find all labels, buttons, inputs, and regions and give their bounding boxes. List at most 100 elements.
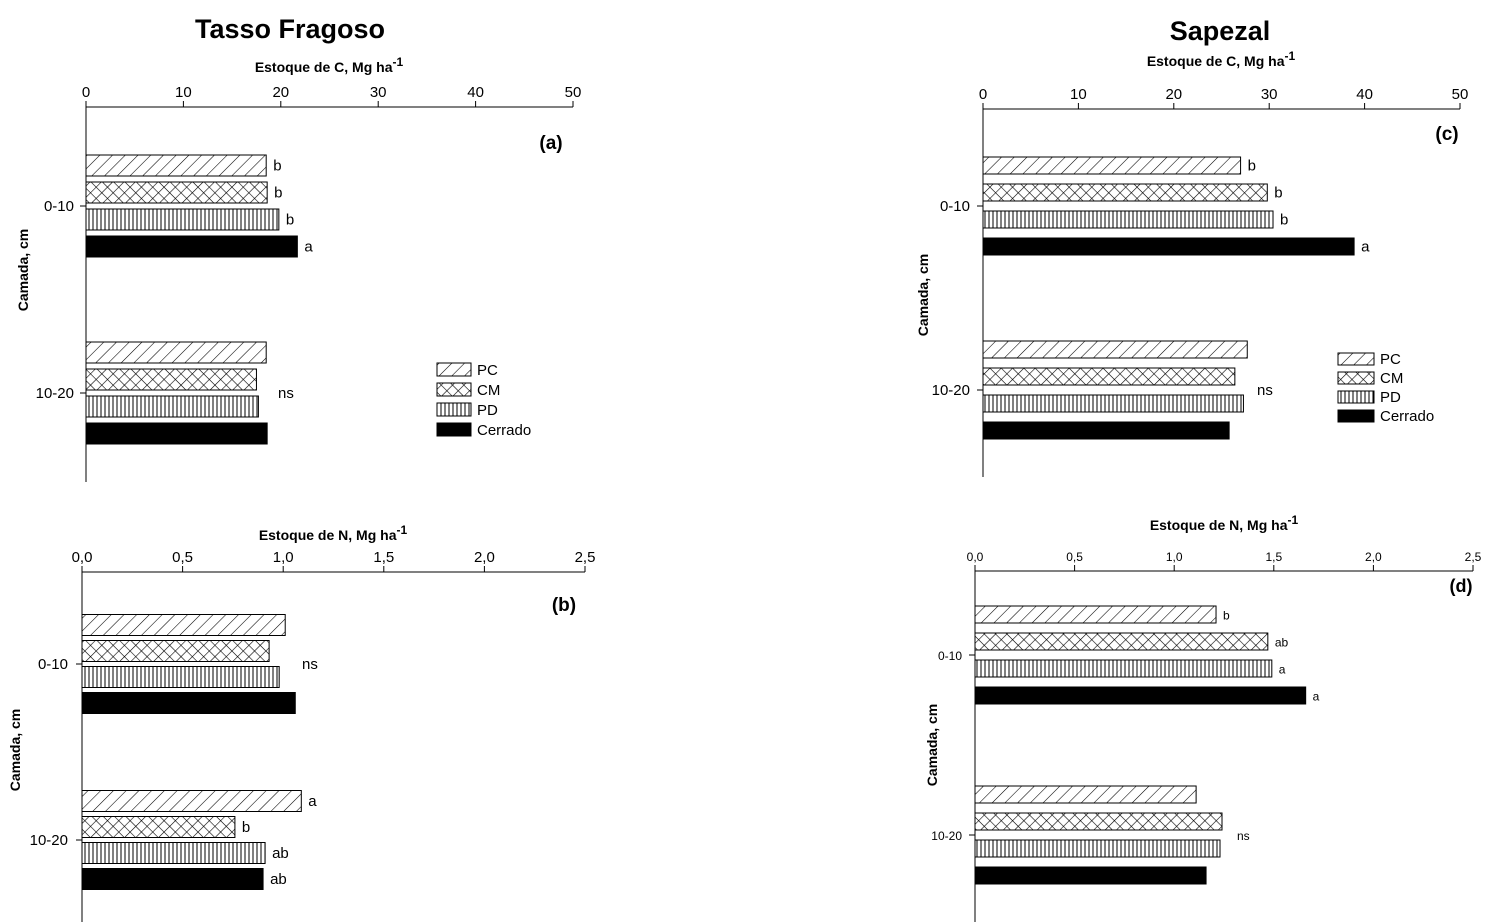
bar-pd-0-10 bbox=[974, 659, 1273, 678]
x-tick-label: 50 bbox=[565, 84, 582, 101]
x-tick-label: 10 bbox=[1070, 86, 1087, 103]
significance-label: a bbox=[1313, 690, 1320, 704]
y-category-label: 0-10 bbox=[938, 649, 962, 663]
significance-label: a bbox=[308, 793, 317, 810]
legend-label-pc: PC bbox=[477, 362, 498, 379]
bar-pc-10-20 bbox=[982, 340, 1248, 359]
chart-panel-d: 0,0 0,5 1,0 1,5 2,0 2,5 Estoque de N, Mg ha-1 C… bbox=[924, 513, 1482, 922]
bar-cerrado-0-10 bbox=[974, 686, 1307, 705]
bar-pd-10-20 bbox=[974, 839, 1221, 858]
legend-swatch-pd bbox=[436, 402, 472, 417]
bar-pc-10-20 bbox=[81, 790, 302, 812]
significance-label: b bbox=[1274, 185, 1282, 202]
x-tick-label: 0,0 bbox=[72, 549, 93, 566]
y-axis-title: Camada, cm bbox=[924, 704, 940, 786]
significance-label: b bbox=[1248, 158, 1256, 175]
x-tick-label: 2,0 bbox=[474, 549, 495, 566]
title-sapezal: Sapezal bbox=[1170, 16, 1271, 46]
significance-label: b bbox=[1280, 212, 1288, 229]
bar-cm-0-10 bbox=[982, 183, 1268, 202]
significance-label: b bbox=[273, 158, 281, 175]
panel-letter: (a) bbox=[539, 133, 562, 154]
bar-pc-0-10 bbox=[85, 154, 267, 177]
legend-label-cerrado: Cerrado bbox=[1380, 408, 1434, 425]
x-tick-label: 2,5 bbox=[575, 549, 596, 566]
panel-letter: (b) bbox=[552, 595, 576, 616]
x-tick-label: 50 bbox=[1452, 86, 1469, 103]
legend-swatch-cerrado bbox=[436, 422, 472, 437]
bar-cm-10-20 bbox=[81, 816, 236, 838]
significance-label: b bbox=[286, 212, 294, 229]
x-tick-label: 1,5 bbox=[373, 549, 394, 566]
y-category-label: 10-20 bbox=[30, 832, 68, 849]
x-tick-label: 0 bbox=[82, 84, 90, 101]
y-category-label: 10-20 bbox=[931, 829, 962, 843]
significance-label: a bbox=[1361, 239, 1370, 256]
significance-label: b bbox=[242, 819, 250, 836]
y-category-label: 10-20 bbox=[932, 382, 970, 399]
y-category-label: 0-10 bbox=[38, 656, 68, 673]
legend-swatch-cerrado bbox=[1337, 409, 1375, 423]
legend-label-pd: PD bbox=[477, 402, 498, 419]
panel-letter: (d) bbox=[1450, 576, 1473, 596]
x-tick-label: 2,0 bbox=[1365, 550, 1382, 564]
bar-cm-0-10 bbox=[81, 640, 270, 662]
x-tick-label: 30 bbox=[1261, 86, 1278, 103]
x-tick-label: 0,5 bbox=[172, 549, 193, 566]
bar-cm-0-10 bbox=[974, 632, 1269, 651]
bar-cerrado-10-20 bbox=[85, 422, 268, 445]
legend-swatch-pc bbox=[1337, 352, 1375, 366]
x-tick-label: 0,5 bbox=[1066, 550, 1083, 564]
bar-cerrado-10-20 bbox=[81, 868, 264, 890]
x-tick-label: 0,0 bbox=[967, 550, 984, 564]
x-tick-label: 2,5 bbox=[1465, 550, 1482, 564]
bar-pc-10-20 bbox=[974, 785, 1197, 804]
x-axis-title: Estoque de C, Mg ha-1 bbox=[1147, 49, 1296, 69]
y-axis-title: Camada, cm bbox=[7, 709, 23, 791]
panel-letter: (c) bbox=[1435, 124, 1458, 145]
y-category-label: 10-20 bbox=[36, 385, 74, 402]
significance-label: ab bbox=[270, 871, 287, 888]
x-tick-label: 0 bbox=[979, 86, 987, 103]
group-significance-label: ns bbox=[302, 656, 318, 673]
bar-cerrado-10-20 bbox=[982, 421, 1230, 440]
chart-panel-a: 0 10 20 30 40 50 Estoque de C, Mg ha-1 Camada, … bbox=[15, 55, 581, 482]
bar-cerrado-10-20 bbox=[974, 866, 1207, 885]
chart-panel-c: 0 10 20 30 40 50 Estoque de C, Mg ha-1 Camada, … bbox=[915, 49, 1468, 477]
y-category-label: 0-10 bbox=[44, 198, 74, 215]
panels: 0 10 20 30 40 50 Estoque de C, Mg ha-1 Camada, … bbox=[7, 49, 1482, 922]
bar-cm-0-10 bbox=[85, 181, 268, 204]
significance-label: b bbox=[274, 185, 282, 202]
significance-label: a bbox=[304, 239, 313, 256]
significance-label: ab bbox=[272, 845, 289, 862]
bar-pc-0-10 bbox=[982, 156, 1242, 175]
x-tick-label: 20 bbox=[272, 84, 289, 101]
bar-pd-0-10 bbox=[85, 208, 280, 231]
bar-pd-10-20 bbox=[85, 395, 259, 418]
legend: PC CM PD Cerrado bbox=[1337, 351, 1434, 425]
title-tasso-fragoso: Tasso Fragoso bbox=[195, 14, 385, 44]
x-axis-title: Estoque de C, Mg ha-1 bbox=[255, 55, 404, 75]
y-axis-title: Camada, cm bbox=[915, 254, 931, 336]
x-tick-label: 40 bbox=[1356, 86, 1373, 103]
x-axis-title: Estoque de N, Mg ha-1 bbox=[259, 523, 408, 543]
legend: PC CM PD Cerrado bbox=[436, 362, 531, 439]
legend-label-cm: CM bbox=[477, 382, 500, 399]
bar-pd-0-10 bbox=[81, 666, 280, 688]
legend-swatch-cm bbox=[1337, 371, 1375, 385]
chart-panel-b: 0,0 0,5 1,0 1,5 2,0 2,5 Estoque de N, Mg ha-1 C… bbox=[7, 523, 595, 922]
bar-pd-0-10 bbox=[982, 210, 1274, 229]
legend-label-pd: PD bbox=[1380, 389, 1401, 406]
x-tick-label: 10 bbox=[175, 84, 192, 101]
legend-swatch-pd bbox=[1337, 390, 1375, 404]
legend-label-cm: CM bbox=[1380, 370, 1403, 387]
x-tick-label: 30 bbox=[370, 84, 387, 101]
y-category-label: 0-10 bbox=[940, 198, 970, 215]
bar-cm-10-20 bbox=[974, 812, 1223, 831]
bar-pc-10-20 bbox=[85, 341, 267, 364]
bar-pc-0-10 bbox=[974, 605, 1217, 624]
x-tick-label: 1,5 bbox=[1265, 550, 1282, 564]
group-significance-label: ns bbox=[1237, 829, 1250, 843]
group-significance-label: ns bbox=[278, 385, 294, 402]
